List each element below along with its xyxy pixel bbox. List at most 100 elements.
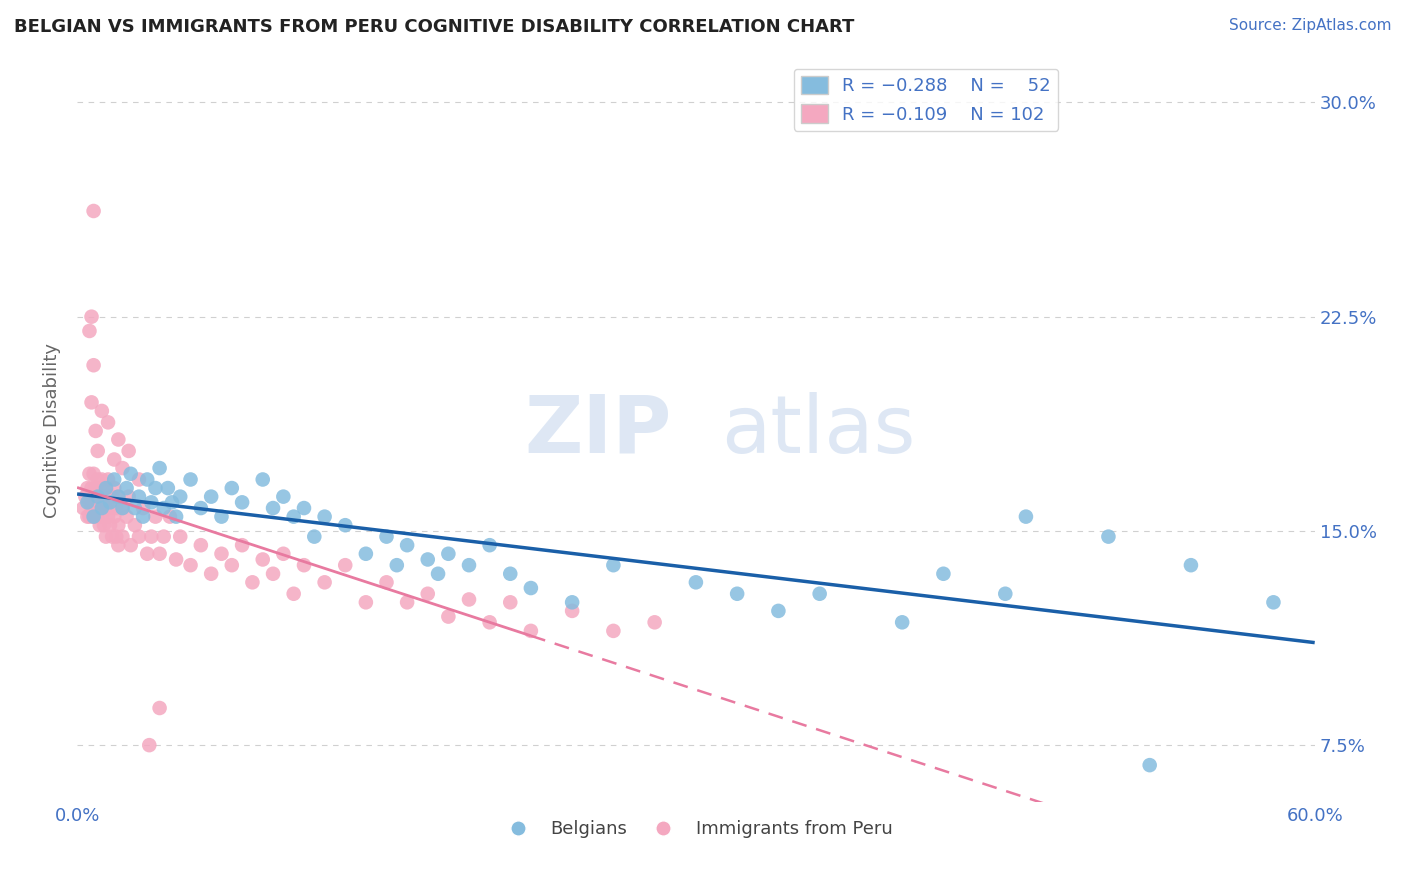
Point (458, 558, 481, 573)
Point (97, 509, 120, 524)
Point (262, 501, 284, 516)
Point (89, 481, 111, 495)
Point (200, 566, 222, 581)
Point (602, 558, 624, 573)
Point (273, 490, 295, 504)
Point (111, 530, 134, 544)
Point (128, 530, 150, 544)
Point (87, 509, 110, 524)
Point (685, 575, 707, 590)
Point (190, 538, 212, 552)
Point (83, 204, 105, 219)
Point (120, 467, 142, 481)
Point (79, 324, 101, 338)
Point (83, 467, 105, 481)
Point (90, 473, 112, 487)
Y-axis label: Cognitive Disability: Cognitive Disability (44, 343, 60, 518)
Point (90, 404, 112, 418)
Point (242, 575, 264, 590)
Point (107, 490, 129, 504)
Point (105, 530, 128, 544)
Point (90, 501, 112, 516)
Point (169, 490, 191, 504)
Point (79, 509, 101, 524)
Point (994, 587, 1017, 601)
Point (602, 624, 624, 638)
Point (520, 624, 543, 638)
Text: ZIP: ZIP (524, 392, 671, 470)
Point (80, 490, 103, 504)
Point (165, 552, 187, 566)
Point (132, 509, 155, 524)
Point (211, 509, 233, 524)
Point (1097, 530, 1119, 544)
Point (83, 509, 105, 524)
Point (93, 518, 115, 533)
Point (89, 518, 111, 533)
Point (89, 501, 111, 516)
Point (84, 424, 107, 438)
Point (180, 558, 202, 573)
Point (76, 481, 98, 495)
Point (292, 558, 315, 573)
Point (478, 538, 501, 552)
Point (304, 530, 326, 544)
Point (221, 558, 243, 573)
Point (105, 501, 128, 516)
Point (128, 490, 150, 504)
Point (94, 530, 117, 544)
Point (149, 547, 172, 561)
Point (80, 481, 103, 495)
Point (458, 592, 481, 607)
Point (180, 473, 202, 487)
Point (499, 566, 522, 581)
Point (94, 481, 117, 495)
Point (416, 587, 439, 601)
Point (169, 530, 191, 544)
Point (396, 538, 419, 552)
Point (1263, 595, 1285, 609)
Point (231, 538, 253, 552)
Point (107, 538, 129, 552)
Point (79, 495, 101, 509)
Point (768, 604, 790, 618)
Point (84, 481, 107, 495)
Point (932, 566, 955, 581)
Point (75, 490, 97, 504)
Point (87, 473, 110, 487)
Point (84, 509, 107, 524)
Legend: Belgians, Immigrants from Peru: Belgians, Immigrants from Peru (492, 813, 900, 846)
Text: Source: ZipAtlas.com: Source: ZipAtlas.com (1229, 18, 1392, 33)
Point (141, 495, 163, 509)
Point (84, 501, 107, 516)
Point (385, 558, 408, 573)
Point (87, 490, 110, 504)
Point (190, 501, 212, 516)
Point (103, 481, 125, 495)
Point (107, 433, 129, 447)
Point (90, 509, 112, 524)
Point (98, 518, 121, 533)
Point (118, 490, 141, 504)
Text: atlas: atlas (721, 392, 915, 470)
Point (221, 481, 243, 495)
Point (561, 604, 583, 618)
Point (152, 501, 174, 516)
Point (107, 518, 129, 533)
Point (252, 552, 274, 566)
Point (273, 547, 295, 561)
Point (132, 501, 155, 516)
Point (98, 495, 121, 509)
Point (211, 547, 233, 561)
Point (644, 615, 666, 630)
Point (375, 575, 398, 590)
Point (396, 595, 419, 609)
Point (152, 530, 174, 544)
Point (231, 495, 253, 509)
Point (262, 566, 284, 581)
Point (141, 530, 163, 544)
Point (103, 509, 125, 524)
Point (499, 595, 522, 609)
Point (891, 615, 914, 630)
Point (1139, 758, 1161, 772)
